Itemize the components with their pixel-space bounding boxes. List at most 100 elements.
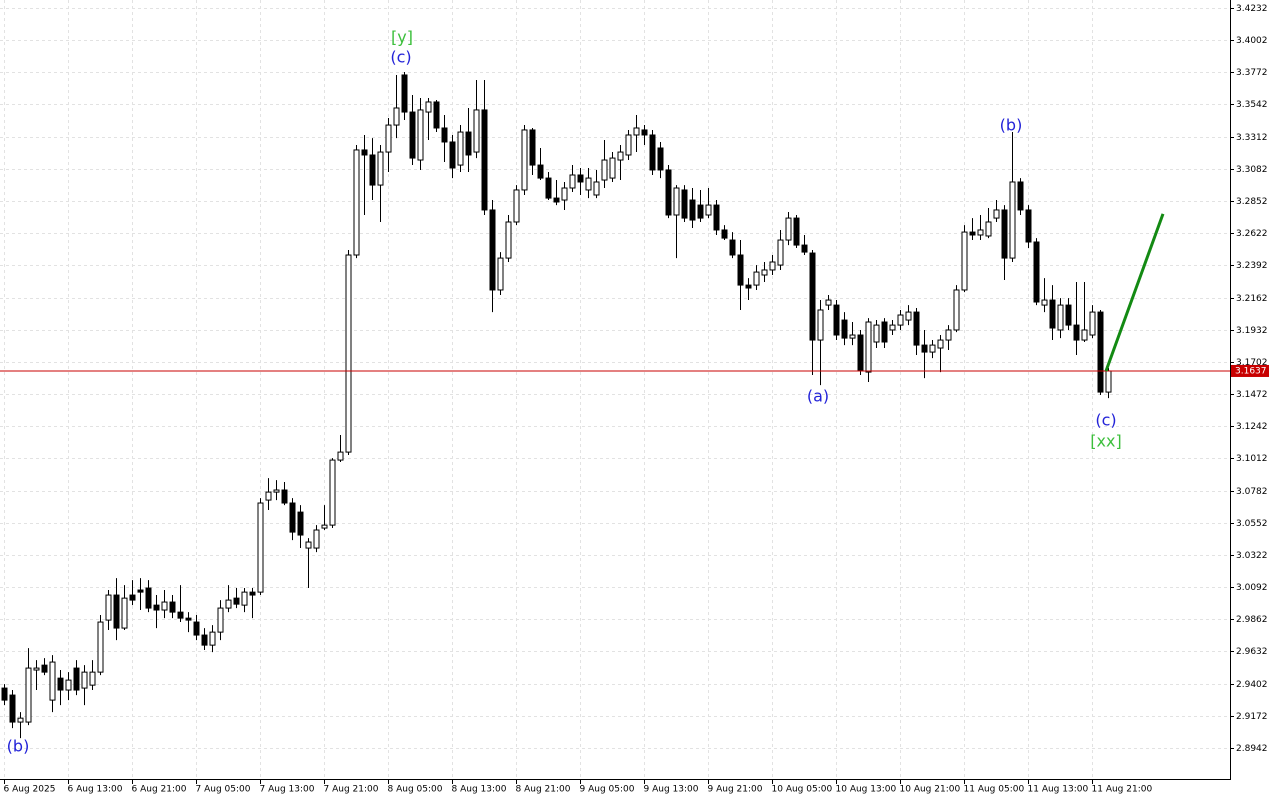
- candle-body: [321, 524, 328, 529]
- candles: [y](c)(b)(a)(c)[xx](b): [0, 28, 1230, 756]
- candle-body: [465, 131, 472, 156]
- candle-body: [729, 239, 736, 256]
- x-tick-label: 6 Aug 2025: [4, 785, 56, 795]
- candle-body: [417, 109, 424, 161]
- y-tick-label: 3.3542: [1236, 100, 1268, 110]
- candle-body: [57, 677, 64, 691]
- candle-body: [441, 127, 448, 143]
- candle-body: [913, 311, 920, 346]
- candle-body: [953, 289, 960, 331]
- candle-body: [609, 157, 616, 179]
- candle-body: [969, 231, 976, 236]
- candle-body: [905, 311, 912, 321]
- candle-body: [209, 631, 216, 646]
- candle-body: [697, 204, 704, 219]
- candle-body: [249, 591, 256, 596]
- x-tick-label: 10 Aug 13:00: [836, 785, 897, 795]
- candle-body: [281, 489, 288, 504]
- y-tick-label: 3.1702: [1236, 358, 1268, 368]
- candle-body: [345, 254, 352, 453]
- candle-body: [1049, 299, 1056, 329]
- x-tick-label: 11 Aug 13:00: [1028, 785, 1089, 795]
- candle-body: [481, 109, 488, 211]
- candle-body: [857, 334, 864, 371]
- x-tick-label: 8 Aug 21:00: [516, 785, 571, 795]
- candle-body: [449, 141, 456, 169]
- candle-body: [337, 451, 344, 461]
- candle-body: [265, 491, 272, 501]
- candle-body: [169, 601, 176, 613]
- candle-body: [353, 149, 360, 256]
- y-tick-label: 3.3772: [1236, 68, 1268, 78]
- y-tick-label: 2.9402: [1236, 680, 1268, 690]
- candle-body: [313, 529, 320, 549]
- candle-body: [385, 124, 392, 153]
- y-tick-label: 2.9632: [1236, 647, 1268, 657]
- candle-body: [1001, 209, 1008, 259]
- y-tick-label: 3.0552: [1236, 519, 1268, 529]
- candle-body: [473, 109, 480, 153]
- candle-body: [1033, 241, 1040, 303]
- wave-label: [xx]: [1090, 432, 1121, 451]
- candle-body: [9, 694, 16, 723]
- candle-body: [553, 197, 560, 203]
- candle-body: [1017, 181, 1024, 211]
- candle-body: [873, 324, 880, 343]
- candle-body: [113, 594, 120, 629]
- candle-body: [497, 257, 504, 291]
- candle-body: [1009, 181, 1016, 259]
- grid: [0, 0, 1230, 779]
- candle-body: [785, 217, 792, 241]
- candle-body: [897, 314, 904, 326]
- candle-body: [865, 321, 872, 373]
- y-tick-label: 3.1242: [1236, 422, 1268, 432]
- candle-body: [1, 687, 8, 701]
- x-tick-label: 10 Aug 05:00: [772, 785, 833, 795]
- candle-body: [681, 189, 688, 219]
- wave-label: [y]: [391, 28, 413, 47]
- candle-body: [1057, 304, 1064, 331]
- candle-body: [17, 717, 24, 723]
- candle-body: [649, 134, 656, 171]
- candle-body: [1041, 299, 1048, 306]
- candle-body: [409, 111, 416, 159]
- candle-body: [185, 617, 192, 621]
- candle-body: [361, 149, 368, 156]
- x-tick-label: 8 Aug 05:00: [388, 785, 443, 795]
- candle-body: [289, 502, 296, 533]
- candle-body: [761, 269, 768, 276]
- y-tick-label: 3.1472: [1236, 390, 1268, 400]
- candle-body: [561, 187, 568, 201]
- candle-body: [489, 209, 496, 291]
- y-tick-label: 3.1012: [1236, 454, 1268, 464]
- candle-body: [81, 671, 88, 689]
- candle-body: [201, 634, 208, 646]
- candle-body: [433, 101, 440, 129]
- x-tick-label: 7 Aug 05:00: [196, 785, 251, 795]
- candle-body: [721, 229, 728, 239]
- candle-body: [153, 604, 160, 611]
- candle-body: [593, 181, 600, 196]
- candle-body: [49, 661, 56, 701]
- candle-body: [529, 129, 536, 166]
- candle-body: [401, 74, 408, 113]
- x-tick-label: 10 Aug 21:00: [900, 785, 961, 795]
- candle-body: [585, 177, 592, 191]
- candle-body: [945, 329, 952, 341]
- candle-body: [1105, 370, 1112, 393]
- candle-body: [817, 309, 824, 341]
- current-price-label: 3.1637: [1235, 366, 1267, 376]
- candle-body: [505, 221, 512, 259]
- candle-body: [993, 209, 1000, 219]
- candle-body: [241, 591, 248, 606]
- x-tick-label: 7 Aug 13:00: [260, 785, 315, 795]
- y-tick-label: 3.0322: [1236, 551, 1268, 561]
- x-tick-label: 11 Aug 21:00: [1092, 785, 1153, 795]
- candle-body: [705, 204, 712, 216]
- y-tick-label: 3.2852: [1236, 197, 1268, 207]
- y-tick-label: 3.0782: [1236, 487, 1268, 497]
- y-tick-label: 3.3082: [1236, 165, 1268, 175]
- projection-line: [1104, 213, 1165, 372]
- candle-body: [161, 601, 168, 611]
